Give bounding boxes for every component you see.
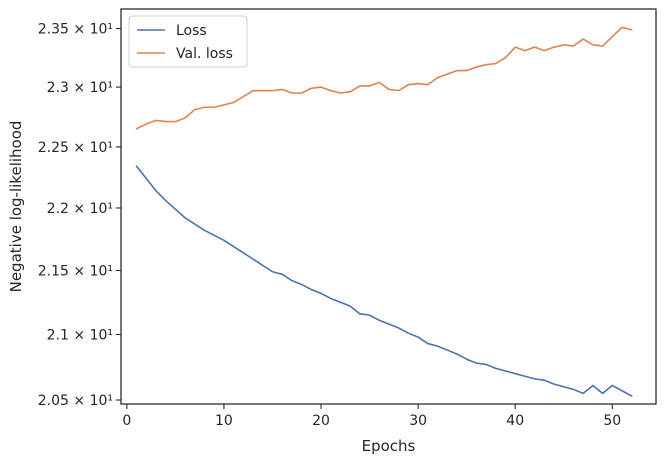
- legend-label-val-loss: Val. loss: [176, 46, 233, 62]
- y-tick-label: 2.2 × 10¹: [47, 201, 113, 217]
- legend: Loss Val. loss: [128, 15, 248, 68]
- y-tick-label: 2.35 × 10¹: [38, 22, 113, 38]
- y-axis: 2.05 × 10¹ 2.1 × 10¹ 2.15 × 10¹ 2.2 × 10¹ 2.…: [38, 22, 121, 409]
- series-line-loss: [135, 165, 633, 397]
- x-tick-label: 50: [603, 413, 621, 429]
- x-tick-label: 20: [312, 413, 330, 429]
- legend-label-loss: Loss: [176, 23, 207, 39]
- y-tick-label: 2.25 × 10¹: [38, 140, 113, 156]
- legend-box: [128, 15, 248, 68]
- y-tick-label: 2.15 × 10¹: [38, 263, 113, 279]
- x-tick-label: 10: [215, 413, 233, 429]
- y-tick-label: 2.1 × 10¹: [47, 327, 113, 343]
- x-tick-label: 30: [409, 413, 427, 429]
- plot-area: [121, 9, 656, 404]
- x-tick-label: 0: [122, 413, 131, 429]
- x-axis: 0 10 20 30 40 50: [122, 404, 621, 429]
- x-axis-label: Epochs: [362, 437, 416, 455]
- x-tick-label: 40: [506, 413, 524, 429]
- y-tick-label: 2.3 × 10¹: [47, 80, 113, 96]
- series-line-val-loss: [135, 26, 633, 130]
- y-axis-label: Negative log-likelihood: [7, 121, 25, 293]
- plot-frame: [120, 8, 657, 405]
- y-tick-label: 2.05 × 10¹: [38, 393, 113, 409]
- series-layer: [135, 26, 633, 397]
